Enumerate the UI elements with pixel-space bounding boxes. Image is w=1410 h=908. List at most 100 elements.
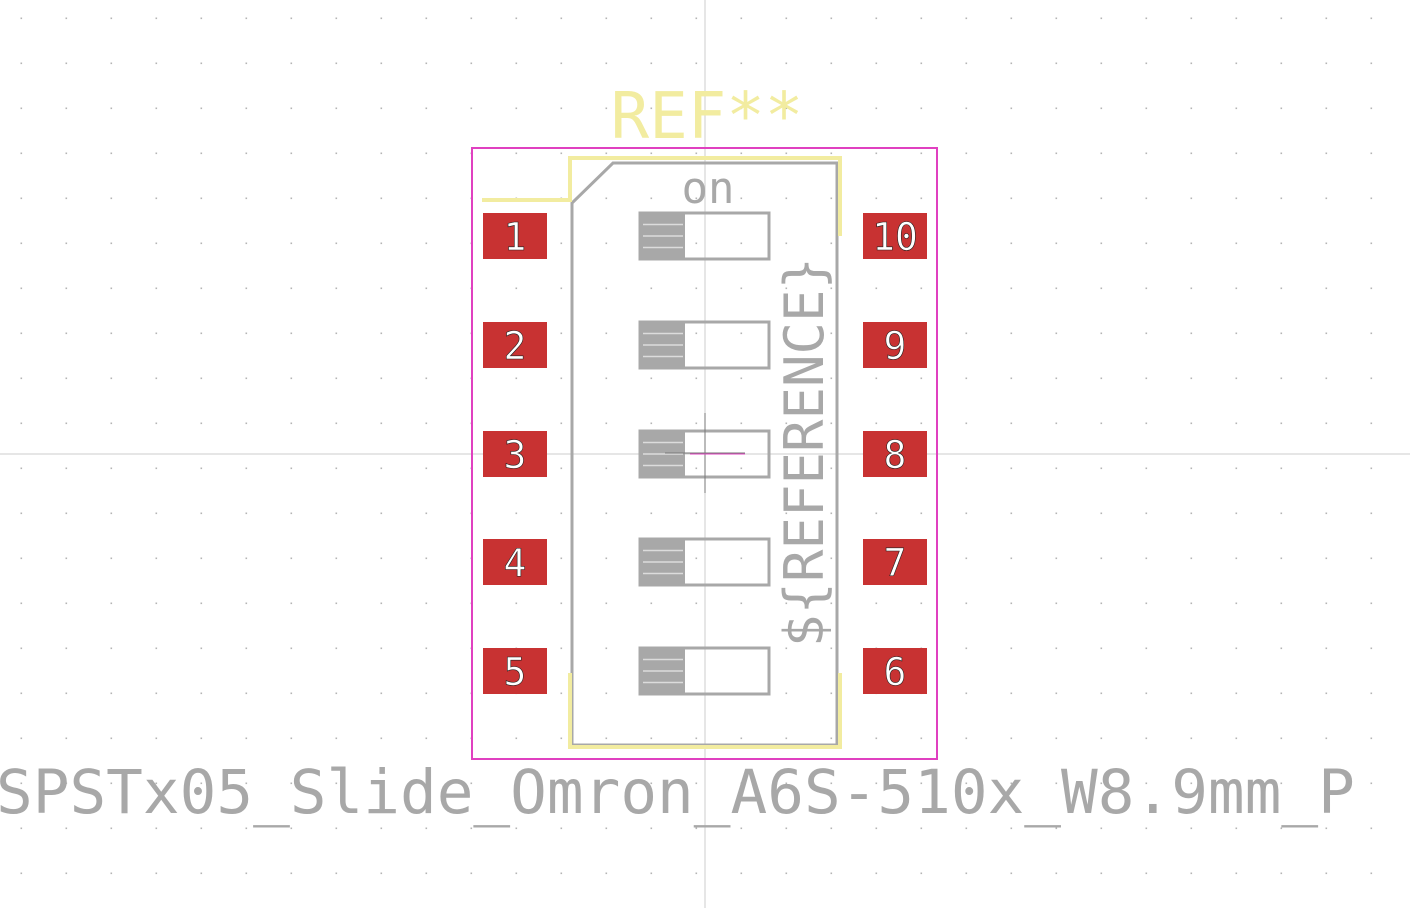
- grid-dot: [425, 62, 428, 65]
- pad-8[interactable]: 8: [863, 431, 927, 477]
- grid-dot: [605, 647, 608, 650]
- grid-dot: [1370, 197, 1373, 200]
- grid-dot: [155, 512, 158, 515]
- grid-dot: [560, 782, 563, 785]
- grid-dot: [200, 152, 203, 155]
- pad-3[interactable]: 3: [483, 431, 547, 477]
- pads[interactable]: 1 2 3 4 5 10 9 8 7 6: [483, 213, 927, 694]
- pad-7[interactable]: 7: [863, 539, 927, 585]
- grid-dot: [1100, 422, 1103, 425]
- slide-switch: [638, 537, 771, 587]
- pad-6[interactable]: 6: [863, 648, 927, 694]
- grid-dot: [965, 602, 968, 605]
- grid-dot: [695, 287, 698, 290]
- grid-dot: [1325, 107, 1328, 110]
- footprint-value-text[interactable]: SPSTx05_Slide_Omron_A6S-510x_W8.9mm_P: [0, 757, 1355, 828]
- grid-dot: [1100, 737, 1103, 740]
- pad-shape[interactable]: [483, 322, 547, 368]
- grid-dot: [695, 197, 698, 200]
- pad-shape[interactable]: [863, 539, 927, 585]
- grid-dot: [830, 152, 833, 155]
- grid-dot: [155, 197, 158, 200]
- grid-dot: [920, 512, 923, 515]
- grid-dot: [1010, 647, 1013, 650]
- grid-dot: [155, 827, 158, 830]
- grid-dot: [1010, 107, 1013, 110]
- grid-dot: [650, 152, 653, 155]
- grid-dot: [785, 62, 788, 65]
- grid-dot: [830, 197, 833, 200]
- grid-dot: [1280, 602, 1283, 605]
- pad-shape[interactable]: [483, 648, 547, 694]
- grid-dot: [65, 872, 68, 875]
- grid-dot: [1055, 602, 1058, 605]
- pad-shape[interactable]: [863, 648, 927, 694]
- grid-dot: [830, 467, 833, 470]
- grid-dot: [380, 17, 383, 20]
- reference-field-text[interactable]: ${REFERENCE}: [773, 257, 836, 647]
- pad-shape[interactable]: [483, 213, 547, 259]
- grid-dot: [1235, 62, 1238, 65]
- grid-dot: [335, 62, 338, 65]
- grid-dot: [470, 107, 473, 110]
- pad-9[interactable]: 9: [863, 322, 927, 368]
- grid-dot: [20, 557, 23, 560]
- grid-dot: [785, 17, 788, 20]
- pad-shape[interactable]: [863, 431, 927, 477]
- grid-dot: [920, 107, 923, 110]
- grid-dot: [515, 422, 518, 425]
- grid-dot: [740, 467, 743, 470]
- grid-dot: [1055, 242, 1058, 245]
- grid-dot: [155, 242, 158, 245]
- grid-dot: [650, 197, 653, 200]
- pad-10[interactable]: 10: [863, 213, 927, 259]
- grid-dot: [965, 332, 968, 335]
- grid-dot: [1325, 647, 1328, 650]
- grid-dot: [290, 737, 293, 740]
- grid-dot: [695, 872, 698, 875]
- pad-1[interactable]: 1: [483, 213, 547, 259]
- silkscreen-layer: [482, 156, 842, 749]
- grid-dot: [1235, 332, 1238, 335]
- grid-dot: [1100, 872, 1103, 875]
- grid-dot: [1370, 287, 1373, 290]
- grid-dot: [290, 287, 293, 290]
- grid-dot: [245, 467, 248, 470]
- pad-shape[interactable]: [863, 322, 927, 368]
- pad-shape[interactable]: [863, 213, 927, 259]
- grid-dot: [1055, 872, 1058, 875]
- pad-2[interactable]: 2: [483, 322, 547, 368]
- grid-dot: [20, 872, 23, 875]
- grid-dot: [1235, 692, 1238, 695]
- grid-dot: [560, 152, 563, 155]
- pad-4[interactable]: 4: [483, 539, 547, 585]
- grid-dot: [830, 557, 833, 560]
- grid-dot: [1145, 422, 1148, 425]
- grid-dot: [245, 62, 248, 65]
- grid-dot: [335, 737, 338, 740]
- pad-5[interactable]: 5: [483, 648, 547, 694]
- grid-dot: [1235, 872, 1238, 875]
- grid-dot: [1145, 602, 1148, 605]
- grid-dot: [335, 332, 338, 335]
- grid-dot: [245, 602, 248, 605]
- grid-dot: [470, 872, 473, 875]
- grid-dot: [290, 107, 293, 110]
- grid-dot: [1190, 197, 1193, 200]
- grid-dot: [155, 737, 158, 740]
- grid-dot: [425, 197, 428, 200]
- grid-dot: [965, 737, 968, 740]
- grid-dot: [965, 872, 968, 875]
- grid-dot: [875, 422, 878, 425]
- grid-dot: [20, 827, 23, 830]
- grid-dot: [155, 17, 158, 20]
- reference-designator[interactable]: REF**: [611, 80, 804, 154]
- grid-dot: [245, 647, 248, 650]
- grid-dot: [1010, 467, 1013, 470]
- pad-shape[interactable]: [483, 539, 547, 585]
- grid-dot: [740, 872, 743, 875]
- grid-dot: [695, 242, 698, 245]
- pad-shape[interactable]: [483, 431, 547, 477]
